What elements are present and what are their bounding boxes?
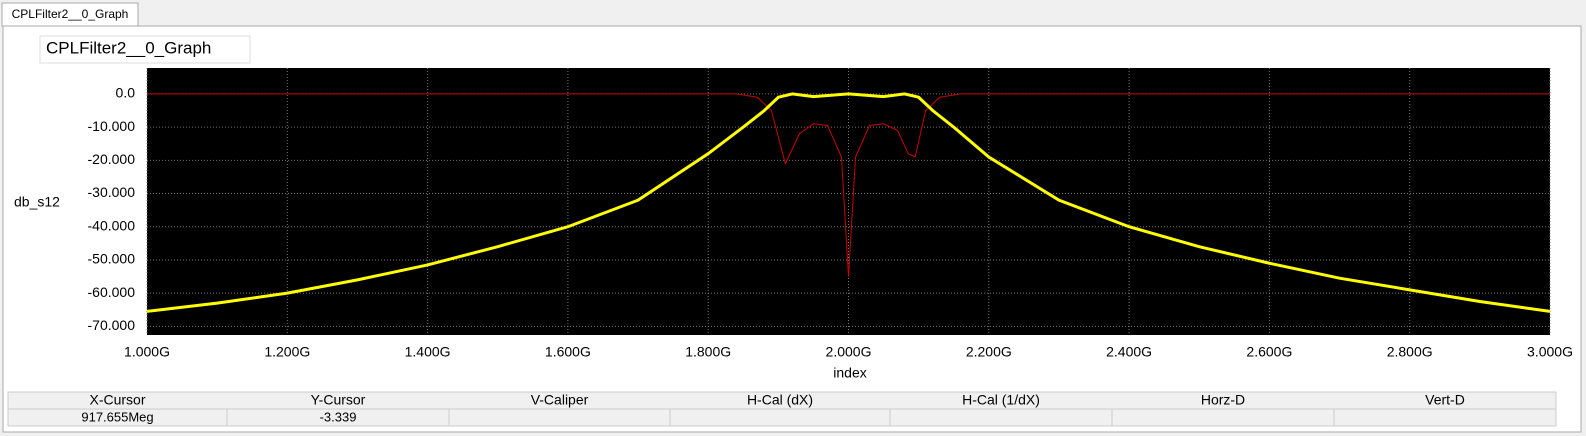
x-tick-label: 2.800G — [1387, 344, 1433, 360]
x-tick-label: 2.600G — [1246, 344, 1292, 360]
table-header: H-Cal (1/dX) — [962, 392, 1040, 408]
table-value: -3.339 — [320, 409, 357, 424]
y-tick-label: -40.000 — [88, 217, 136, 233]
plot-area — [147, 68, 1550, 335]
x-axis-label: index — [833, 365, 866, 381]
y-tick-label: -30.000 — [88, 184, 136, 200]
table-header: Vert-D — [1425, 392, 1465, 408]
table-header: H-Cal (dX) — [747, 392, 813, 408]
series-line — [146, 92, 1551, 313]
tab-label: CPLFilter2__0_Graph — [12, 7, 129, 21]
x-tick-label: 2.400G — [1106, 344, 1152, 360]
x-tick-label: 1.200G — [264, 344, 310, 360]
series-line — [147, 93, 1550, 277]
y-tick-label: -70.000 — [88, 317, 136, 333]
table-header: X-Cursor — [89, 392, 145, 408]
x-tick-label: 2.200G — [966, 344, 1012, 360]
table-header: Y-Cursor — [311, 392, 366, 408]
x-tick-label: 1.000G — [124, 344, 170, 360]
table-header: Horz-D — [1201, 392, 1245, 408]
x-tick-label: 1.400G — [405, 344, 451, 360]
y-tick-label: -20.000 — [88, 151, 136, 167]
y-tick-label: -60.000 — [88, 284, 136, 300]
y-tick-label: -50.000 — [88, 251, 136, 267]
x-tick-label: 1.600G — [545, 344, 591, 360]
y-tick-label: 0.0 — [116, 85, 136, 101]
table-header: V-Caliper — [531, 392, 589, 408]
chart-title: CPLFilter2__0_Graph — [46, 38, 211, 57]
y-tick-label: -10.000 — [88, 118, 136, 134]
title-box — [39, 35, 251, 64]
x-tick-label: 1.800G — [685, 344, 731, 360]
table-value: 917.655Meg — [81, 409, 153, 424]
y-axis-label: db_s12 — [14, 194, 60, 210]
x-tick-label: 2.000G — [826, 344, 872, 360]
x-tick-label: 3.000G — [1527, 344, 1573, 360]
